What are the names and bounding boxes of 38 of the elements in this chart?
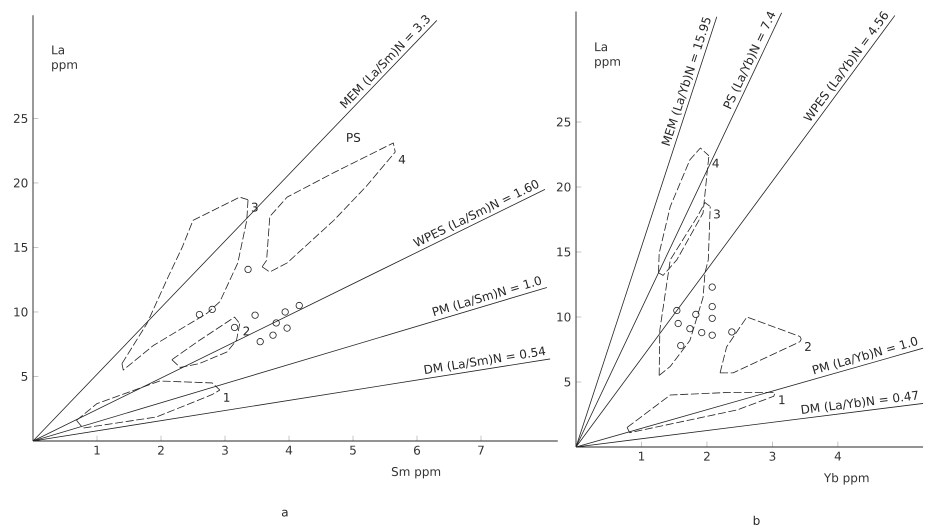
text: b [754,516,760,525]
x-tick-label: 5 [350,446,356,455]
x-tick-label: 3 [770,452,776,461]
y-tick-label: 5 [22,372,28,381]
y-tick-label: 15 [557,248,570,256]
y-tick-label: 20 [14,178,28,188]
series-label: 2 [805,342,811,351]
series-label: 1 [779,395,785,404]
x-tick-label: 1 [94,446,100,454]
y-tick-label: 10 [557,312,570,322]
x-tick-label: 3 [222,446,228,455]
x-tick-label: 2 [158,446,164,455]
x-tick-label: 4 [286,446,292,454]
text: DM (La/Sm)N = 0.54 [424,346,546,374]
x-tick-label: 2 [704,452,710,461]
series-label: 2 [244,326,250,336]
text: DM (La/Yb)N = 0.47 [801,390,918,414]
x-tick-label: 6 [414,446,420,455]
series-label: 3 [714,209,720,219]
y-axis-title: La ppm [52,46,77,72]
y-tick-label: 15 [14,243,28,252]
x-tick-label: 1 [638,452,644,460]
x-tick-label: 7 [478,446,484,454]
text: a [282,510,288,517]
y-tick-label: 5 [564,378,570,386]
series-label: 4 [712,158,719,168]
x-axis-title: Sm ppm [392,467,440,478]
y-axis-title: La ppm [595,42,620,68]
annotation: PS [347,132,360,142]
y-tick-label: 25 [14,114,28,123]
series-label: 4 [398,154,406,164]
series-label: 1 [224,392,230,402]
series-label: 3 [252,202,258,212]
y-tick-label: 25 [556,117,570,127]
y-tick-label: 10 [14,307,28,317]
x-axis-title: Yb ppm [824,473,869,485]
y-tick-label: 20 [556,182,570,192]
x-tick-label: 4 [834,452,842,460]
